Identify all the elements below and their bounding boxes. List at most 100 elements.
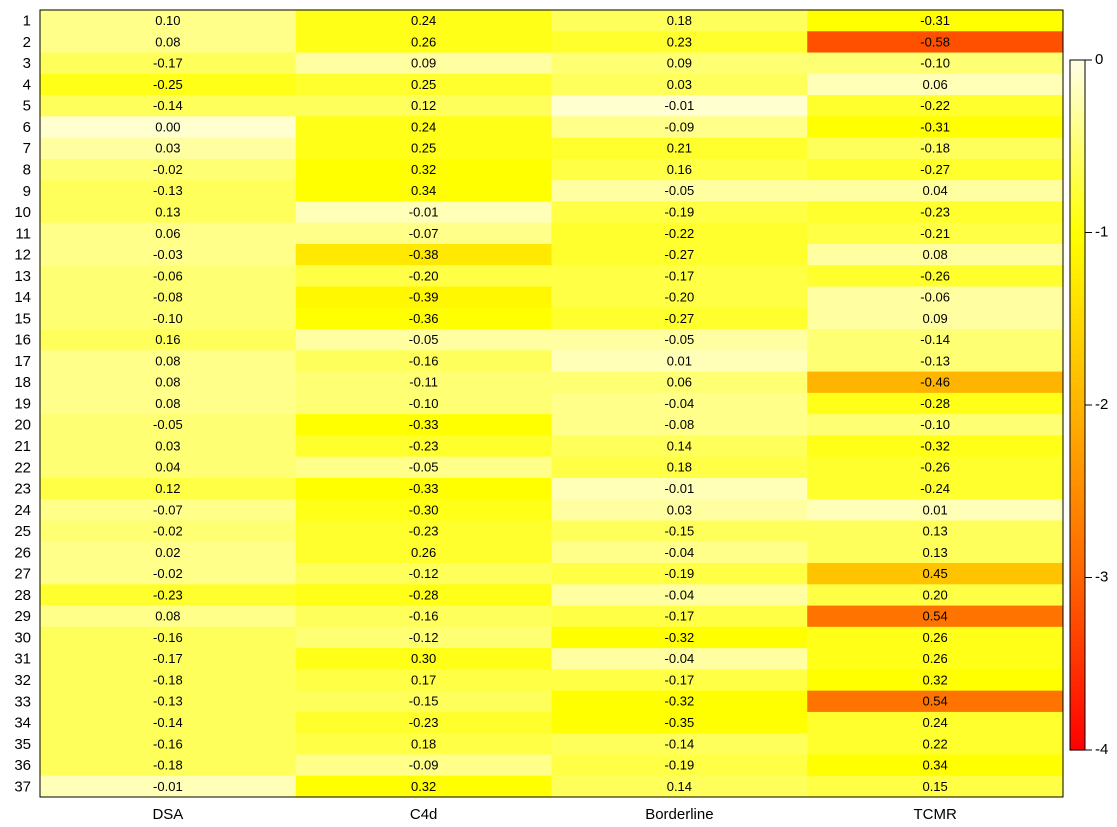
colorbar-step — [1070, 589, 1085, 596]
cell-label: -0.05 — [665, 332, 695, 347]
cell — [551, 690, 808, 713]
cell — [40, 10, 297, 32]
colorbar-step — [1070, 560, 1085, 567]
cell — [40, 775, 297, 798]
colorbar-step — [1070, 336, 1085, 343]
cell — [40, 307, 297, 330]
cell — [40, 286, 297, 309]
cell — [551, 584, 808, 607]
colorbar-step — [1070, 169, 1085, 176]
colorbar-step — [1070, 399, 1085, 406]
cell — [551, 605, 808, 628]
colorbar-step — [1070, 244, 1085, 251]
cell-label: -0.19 — [665, 205, 695, 220]
row-label: 37 — [14, 778, 31, 795]
cell-label: -0.23 — [153, 587, 183, 602]
cell-label: -0.07 — [409, 226, 439, 241]
colorbar-step — [1070, 94, 1085, 101]
colorbar-step — [1070, 732, 1085, 740]
cell — [551, 414, 808, 436]
cell-label: 0.08 — [155, 396, 180, 411]
cell-label: -0.06 — [920, 290, 950, 305]
colorbar-step — [1070, 117, 1085, 124]
row-label: 29 — [14, 608, 31, 625]
cell-label: -0.17 — [153, 651, 183, 666]
colorbar-step — [1070, 255, 1085, 262]
row-label: 25 — [14, 523, 31, 540]
cell-label: -0.01 — [153, 779, 183, 794]
cell-label: 0.12 — [411, 98, 436, 113]
row-label: 26 — [14, 544, 31, 561]
cell-label: 0.54 — [922, 609, 947, 624]
cell-label: 0.21 — [667, 141, 692, 156]
cell-label: -0.32 — [920, 438, 950, 453]
cell — [40, 456, 297, 479]
cell — [295, 626, 552, 649]
cell — [551, 10, 808, 32]
colorbar-step — [1070, 439, 1085, 446]
cell-label: -0.32 — [665, 694, 695, 709]
cell-label: -0.16 — [153, 630, 183, 645]
colorbar-step — [1070, 129, 1085, 136]
cell — [807, 733, 1064, 755]
cell-label: 0.22 — [922, 736, 947, 751]
cell — [295, 286, 552, 309]
colorbar-step — [1070, 497, 1085, 504]
cell-label: -0.21 — [920, 226, 950, 241]
cell — [807, 137, 1064, 160]
cell-label: -0.17 — [665, 609, 695, 624]
colorbar-step — [1070, 353, 1085, 360]
colorbar-step — [1070, 203, 1085, 211]
colorbar-step — [1070, 571, 1085, 579]
colorbar-step — [1070, 405, 1085, 412]
cell — [40, 563, 297, 585]
cell — [295, 52, 552, 75]
cell — [40, 754, 297, 777]
column-label: Borderline — [645, 806, 713, 823]
row-label: 20 — [14, 417, 31, 434]
cell — [295, 435, 552, 458]
cell — [551, 329, 808, 351]
colorbar-step — [1070, 428, 1085, 435]
cell-label: 0.34 — [922, 758, 947, 773]
cell-label: -0.02 — [153, 524, 183, 539]
colorbar-step — [1070, 612, 1085, 619]
cell — [40, 52, 297, 75]
colorbar-step — [1070, 175, 1085, 182]
colorbar-step — [1070, 738, 1085, 745]
row-label: 35 — [14, 736, 31, 753]
cell-label: 0.14 — [667, 438, 692, 453]
cell — [295, 265, 552, 288]
row-label: 22 — [14, 459, 31, 476]
row-label: 36 — [14, 757, 31, 774]
cell — [807, 243, 1064, 266]
cell — [295, 201, 552, 224]
cell — [295, 711, 552, 734]
cell-label: 0.09 — [922, 311, 947, 326]
cell-label: -0.02 — [153, 162, 183, 177]
cell — [295, 116, 552, 139]
colorbar-step — [1070, 215, 1085, 222]
colorbar-step — [1070, 675, 1085, 682]
cell-label: 0.10 — [155, 13, 180, 28]
cell-label: -0.26 — [920, 268, 950, 283]
cell-label: 0.18 — [411, 736, 436, 751]
cell-label: 0.24 — [922, 715, 947, 730]
cell-label: -0.32 — [665, 630, 695, 645]
colorbar-step — [1070, 491, 1085, 498]
cell-label: -0.10 — [920, 417, 950, 432]
colorbar-step — [1070, 359, 1085, 366]
colorbar-step — [1070, 77, 1085, 84]
cell — [807, 180, 1064, 202]
cell — [551, 733, 808, 755]
cell — [807, 10, 1064, 32]
colorbar-step — [1070, 485, 1085, 492]
colorbar-step — [1070, 134, 1085, 142]
cell-label: 0.30 — [411, 651, 436, 666]
colorbar-step — [1070, 152, 1085, 159]
colorbar-step — [1070, 566, 1085, 573]
cell — [40, 690, 297, 713]
cell-label: -0.17 — [153, 56, 183, 71]
cell — [40, 477, 297, 500]
cell — [40, 158, 297, 181]
